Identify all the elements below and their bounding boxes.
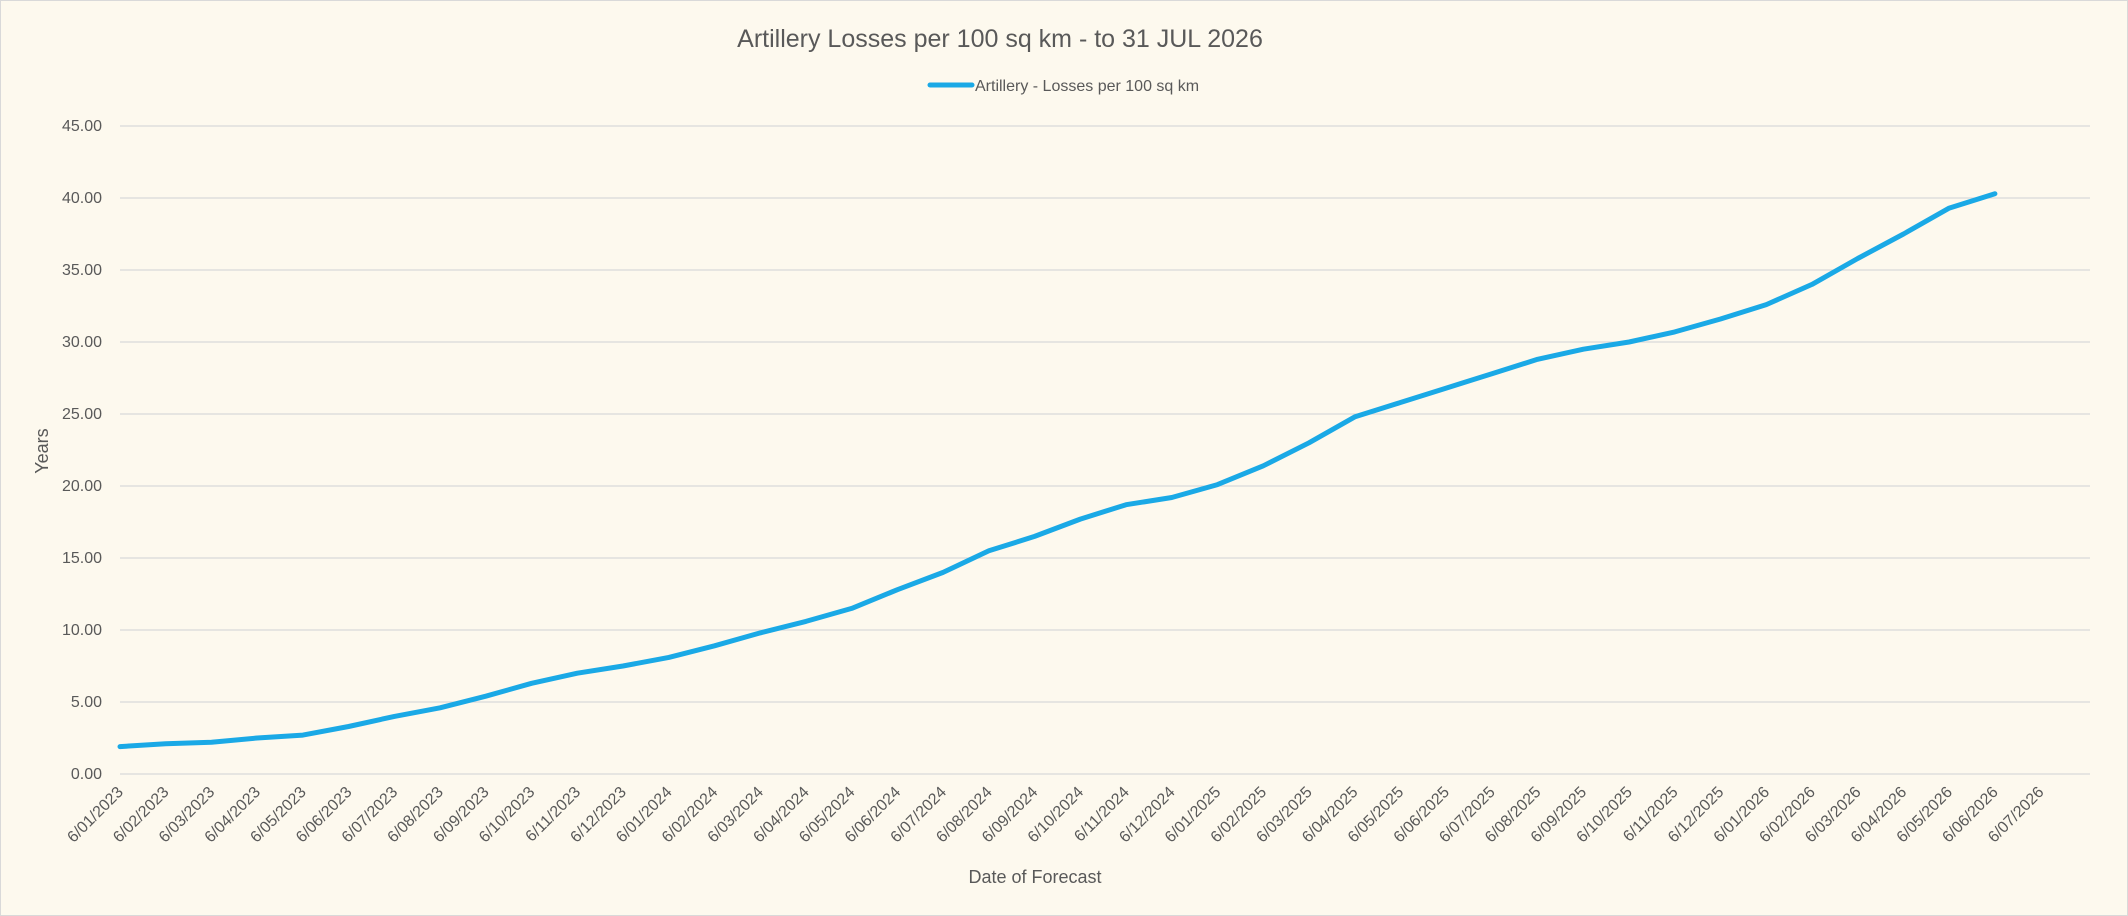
x-axis-ticks: 6/01/20236/02/20236/03/20236/04/20236/05… <box>64 784 2047 846</box>
legend-label: Artillery - Losses per 100 sq km <box>975 78 1199 95</box>
y-axis-title: Years <box>32 428 52 473</box>
y-tick-label: 20.00 <box>62 478 102 495</box>
y-tick-label: 5.00 <box>71 694 102 711</box>
y-tick-label: 45.00 <box>62 118 102 135</box>
series-layer <box>117 191 1998 750</box>
gridlines <box>120 125 2090 775</box>
x-axis-title: Date of Forecast <box>968 867 1101 887</box>
y-tick-label: 0.00 <box>71 766 102 783</box>
y-axis-ticks: 0.00 5.00 10.00 15.00 20.00 25.00 30.00 35.00 40… <box>62 118 102 783</box>
y-tick-label: 15.00 <box>62 550 102 567</box>
y-tick-label: 40.00 <box>62 190 102 207</box>
y-tick-label: 30.00 <box>62 334 102 351</box>
chart-title: Artillery Losses per 100 sq km - to 31 J… <box>737 25 1263 53</box>
y-tick-label: 25.00 <box>62 406 102 423</box>
series-line <box>117 191 1998 750</box>
y-tick-label: 35.00 <box>62 262 102 279</box>
legend: Artillery - Losses per 100 sq km <box>927 78 1199 95</box>
y-tick-label: 10.00 <box>62 622 102 639</box>
